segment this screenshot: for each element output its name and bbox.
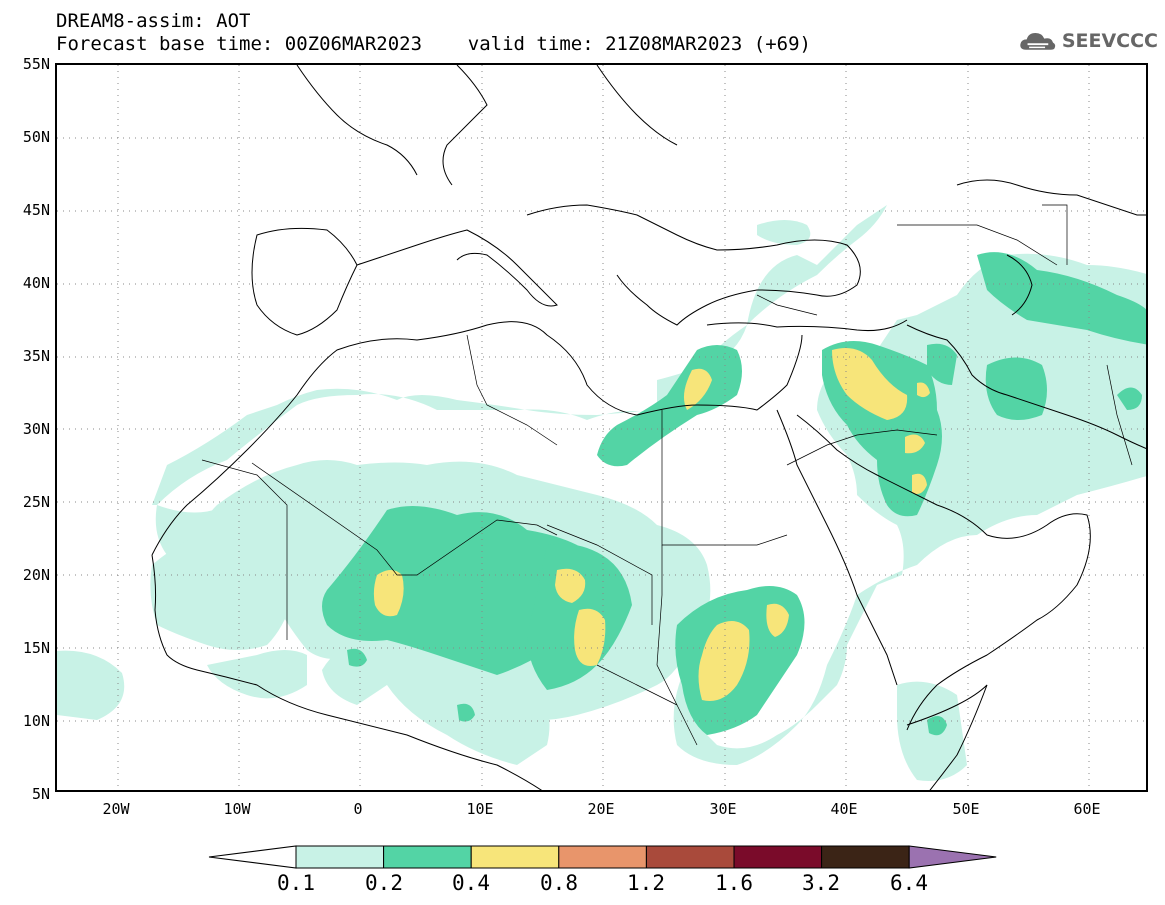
title-line-2: Forecast base time: 00Z06MAR2023 valid t… [56, 33, 811, 55]
colorbar-cell [470, 845, 560, 869]
lon-label-10w: 10W [223, 800, 251, 818]
lat-label-45n: 45N [22, 201, 50, 219]
colorbar-cell [295, 845, 385, 869]
aot-band-0-4 [373, 347, 930, 701]
lon-label-30e: 30E [709, 800, 737, 818]
lon-label-20w: 20W [102, 800, 130, 818]
title-line-1: DREAM8-assim: AOT [56, 10, 251, 32]
lon-label-50e: 50E [952, 800, 980, 818]
lon-label-10e: 10E [466, 800, 494, 818]
logo-text: SEEVCCC [1061, 30, 1158, 52]
lat-label-25n: 25N [22, 493, 50, 511]
colorbar-label: 0.8 [540, 871, 578, 895]
graticule [57, 65, 1146, 790]
lat-label-5n: 5N [31, 785, 50, 803]
lat-label-50n: 50N [22, 128, 50, 146]
colorbar-cell [733, 845, 823, 869]
colorbar-arrow-high [908, 845, 997, 869]
lat-label-30n: 30N [22, 420, 50, 438]
colorbar [208, 845, 997, 869]
seevccc-logo: SEEVCCC [1018, 24, 1158, 58]
lat-label-55n: 55N [22, 55, 50, 73]
lon-label-20e: 20E [587, 800, 615, 818]
lat-label-35n: 35N [22, 347, 50, 365]
colorbar-label: 6.4 [890, 871, 928, 895]
lon-label-40e: 40E [830, 800, 858, 818]
colorbar-label: 1.6 [715, 871, 753, 895]
colorbar-cell [645, 845, 735, 869]
borders [201, 204, 1133, 746]
lon-label-0: 0 [353, 800, 363, 818]
colorbar-cell [821, 845, 910, 869]
colorbar-cell [558, 845, 647, 869]
colorbar-arrow-low [208, 845, 297, 869]
colorbar-label: 3.2 [802, 871, 840, 895]
colorbar-label: 0.4 [452, 871, 490, 895]
aot-map [57, 65, 1146, 790]
lat-label-15n: 15N [22, 639, 50, 657]
lat-label-40n: 40N [22, 274, 50, 292]
lon-label-60e: 60E [1073, 800, 1101, 818]
lat-label-20n: 20N [22, 566, 50, 584]
colorbar-label: 1.2 [627, 871, 665, 895]
map-panel [55, 63, 1148, 792]
cloud-icon [1020, 33, 1056, 50]
colorbar-label: 0.2 [365, 871, 403, 895]
colorbar-label: 0.1 [277, 871, 315, 895]
lat-label-10n: 10N [22, 712, 50, 730]
coastlines [151, 65, 1146, 790]
colorbar-cell [383, 845, 472, 869]
